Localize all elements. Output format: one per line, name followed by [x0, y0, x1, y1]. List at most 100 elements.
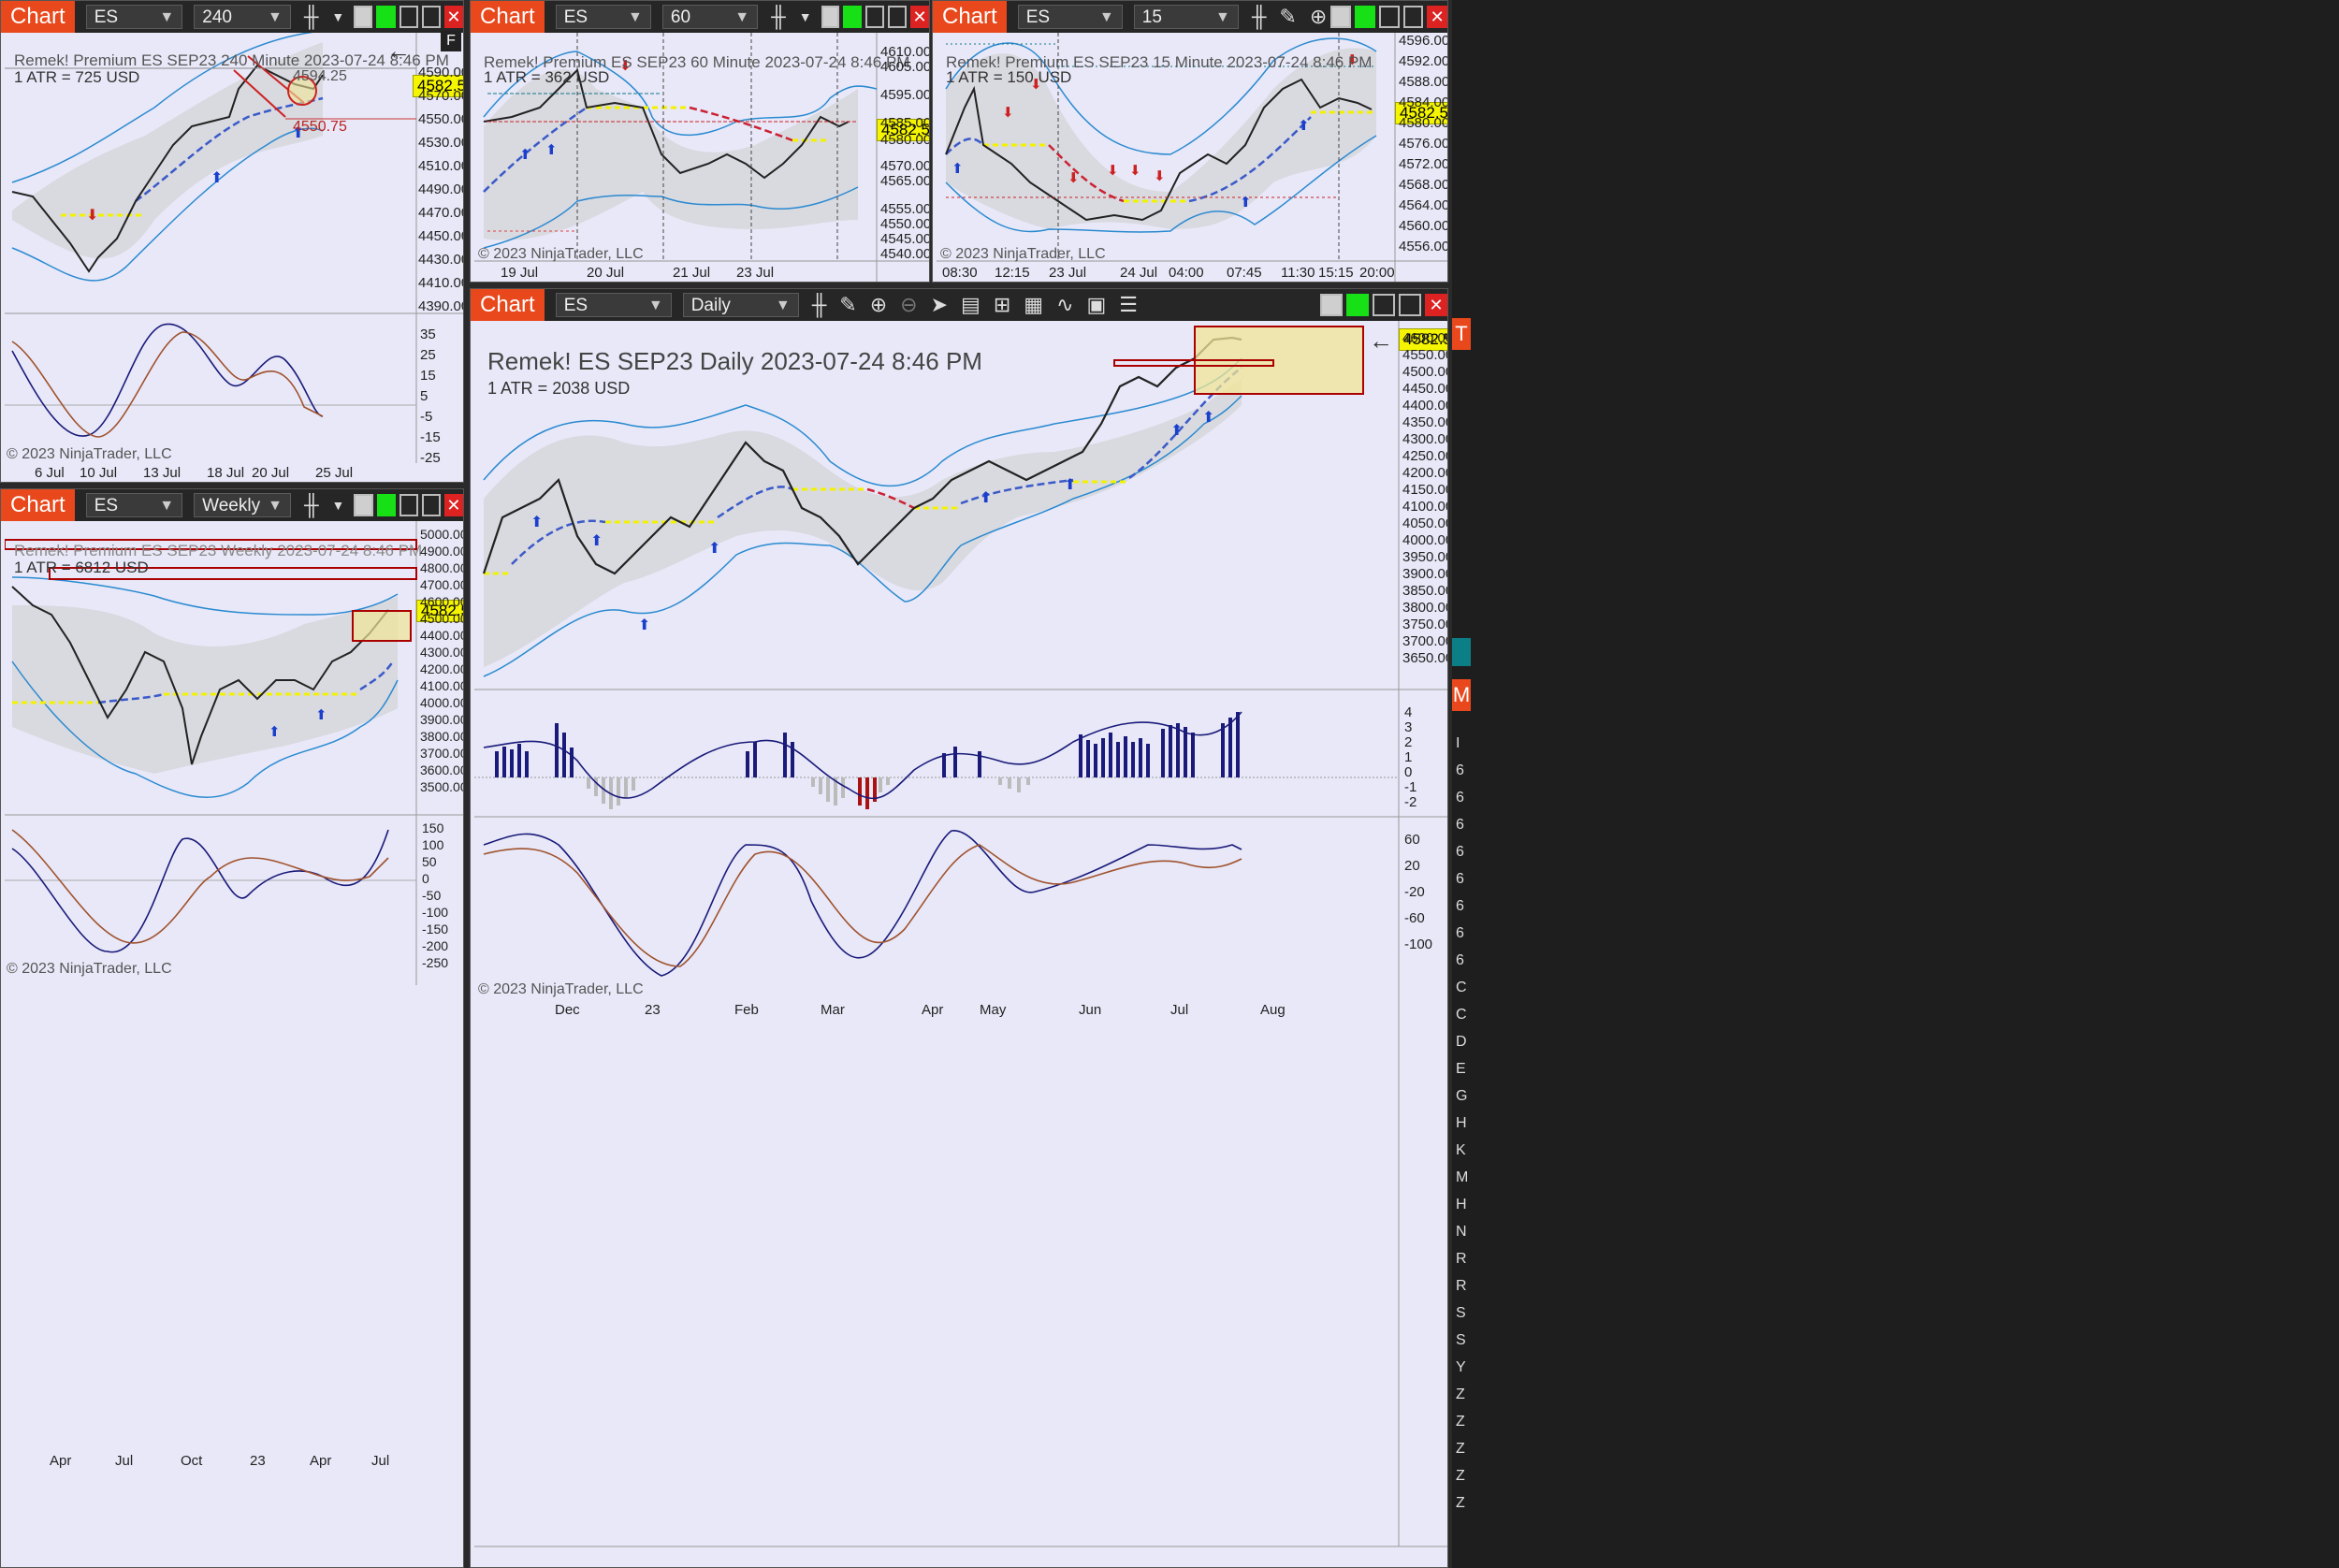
- link-color-button[interactable]: [376, 6, 396, 28]
- minimize-button[interactable]: [865, 6, 885, 28]
- minimize-button[interactable]: [399, 494, 418, 516]
- link-button[interactable]: [354, 6, 373, 28]
- period-select[interactable]: Daily ▼: [682, 293, 799, 317]
- chart-tab[interactable]: Chart: [1, 1, 75, 33]
- window-toolbar: Chart ES SEP23 ▼ 240 Minute ▼ ╫ ▼ ✕: [1, 1, 463, 51]
- link-color-button[interactable]: [843, 6, 863, 28]
- flag-button[interactable]: F: [441, 31, 461, 51]
- link-button[interactable]: [1330, 6, 1352, 28]
- y-tick: 4100.00: [1402, 499, 1448, 515]
- instrument-select[interactable]: ES SEP23 ▼: [555, 293, 672, 340]
- y-tick: 4600.00: [420, 594, 464, 609]
- edge-tab-m[interactable]: M: [1452, 679, 1471, 711]
- y-tick: 4250.00: [1402, 448, 1448, 464]
- link-button[interactable]: [354, 494, 373, 516]
- link-color-button[interactable]: [1355, 6, 1375, 28]
- chart-tab[interactable]: Chart: [1, 489, 75, 521]
- edge-row: K: [1456, 1142, 1466, 1158]
- bar-type-icon[interactable]: ╫: [1251, 5, 1267, 28]
- close-button[interactable]: ✕: [443, 6, 463, 28]
- link-button[interactable]: [821, 6, 840, 28]
- chevron-down-icon: ▼: [268, 498, 283, 514]
- oscillator-axis: 150 100 50 0 -50 -100 -150 -200 -250: [422, 820, 463, 970]
- instrument-select[interactable]: ES SEP23 ▼: [85, 5, 183, 51]
- bar-type-icon[interactable]: ╫: [811, 293, 827, 316]
- maximize-button[interactable]: [888, 6, 908, 28]
- chart-tab[interactable]: Chart: [471, 1, 545, 33]
- atr-label: 1 ATR = 2038 USD: [487, 379, 631, 398]
- zoom-in-icon[interactable]: ⊕: [869, 293, 888, 316]
- close-button[interactable]: ✕: [910, 6, 929, 28]
- edge-tab-t[interactable]: T: [1452, 318, 1471, 350]
- draw-tool-icon[interactable]: ✎: [1279, 5, 1297, 28]
- zoom-in-icon[interactable]: ⊕: [1309, 5, 1328, 28]
- y-tick: 0: [422, 871, 429, 886]
- last-price-marker: 4582.50: [413, 75, 463, 97]
- arrow-left-icon[interactable]: ←: [1369, 327, 1393, 355]
- edge-row: 6: [1456, 762, 1464, 778]
- period-select[interactable]: Weekly ▼: [194, 493, 291, 517]
- minimize-button[interactable]: [1378, 6, 1400, 28]
- price-panel[interactable]: ⬆ ⬆ ⬇ Remek! Premium ES SEP23 60 Minute …: [474, 33, 929, 282]
- bar-type-icon[interactable]: ╫: [303, 493, 319, 516]
- close-button[interactable]: ✕: [443, 494, 463, 516]
- instrument-select[interactable]: ES SEP23 ▼: [1017, 5, 1123, 51]
- x-tick: Jul: [115, 1453, 134, 1469]
- instrument-select[interactable]: ES SEP23 ▼: [85, 493, 183, 540]
- zoom-out-icon[interactable]: ⊖: [900, 293, 918, 316]
- properties-icon[interactable]: ⊞: [993, 293, 1011, 316]
- price-panel[interactable]: ⬆ ⬇ ⬇ ⬇ ⬇ ⬇ ⬇ ⬆ ⬆ ⬇ Remek! Premium ES SE…: [937, 33, 1447, 282]
- price-panel[interactable]: ⬆ ⬆ Remek! Premium ES SEP23 Weekly 2023-…: [5, 521, 463, 985]
- maximize-button[interactable]: [421, 6, 441, 28]
- close-button[interactable]: ✕: [1425, 294, 1447, 316]
- list-icon[interactable]: ☰: [1119, 293, 1139, 316]
- more-dropdown-icon[interactable]: ▼: [331, 498, 345, 513]
- svg-text:⬆: ⬆: [1298, 118, 1310, 134]
- templates-icon[interactable]: ▣: [1086, 293, 1107, 316]
- data-box-icon[interactable]: ▤: [961, 293, 981, 316]
- minimize-button[interactable]: [1373, 294, 1395, 316]
- x-tick: 12:15: [995, 265, 1030, 281]
- y-tick: 4: [1404, 704, 1413, 720]
- strategies-icon[interactable]: ▦: [1024, 293, 1044, 316]
- x-tick: 18 Jul: [207, 465, 245, 481]
- draw-tool-icon[interactable]: ✎: [839, 293, 857, 316]
- maximize-button[interactable]: [1402, 6, 1424, 28]
- period-select[interactable]: 240 Minute ▼: [194, 5, 291, 51]
- chart-tab[interactable]: Chart: [933, 1, 1007, 33]
- more-dropdown-icon[interactable]: ▼: [798, 9, 812, 24]
- y-tick: 4300.00: [420, 645, 464, 660]
- maximize-button[interactable]: [1399, 294, 1421, 316]
- instrument-label: ES SEP23: [94, 7, 150, 51]
- bar-type-icon[interactable]: ╫: [771, 5, 786, 28]
- link-color-button[interactable]: [1346, 294, 1369, 316]
- instrument-label: ES SEP23: [94, 496, 150, 540]
- pointer-icon[interactable]: ➤: [930, 293, 949, 316]
- period-select[interactable]: 60 Minute ▼: [661, 5, 759, 51]
- y-tick: 4430.00: [418, 252, 464, 268]
- bar-type-icon[interactable]: ╫: [303, 5, 319, 28]
- y-tick: 4560.00: [1399, 218, 1448, 234]
- y-tick: 4570.00: [880, 158, 930, 174]
- link-color-button[interactable]: [376, 494, 396, 516]
- y-tick: -15: [420, 429, 441, 445]
- more-dropdown-icon[interactable]: ▼: [331, 9, 345, 24]
- indicators-icon[interactable]: ∿: [1056, 293, 1074, 316]
- maximize-button[interactable]: [421, 494, 441, 516]
- price-panel[interactable]: ⬆ ⬇ ⬆ Remek! Premium ES SEP23 240 Minute…: [5, 31, 464, 482]
- chart-header: Remek! Premium ES SEP23 15 Minute 2023-0…: [946, 53, 1373, 71]
- price-panel[interactable]: ⬆ ⬆ ⬆ ⬆ ⬆ ⬆ ⬆ ⬆: [474, 321, 1447, 1565]
- instrument-select[interactable]: ES SEP23 ▼: [555, 5, 651, 51]
- chart-canvas-240: ⬆ ⬇ ⬆: [5, 33, 463, 463]
- y-tick: 3800.00: [1402, 600, 1448, 616]
- chart-tab[interactable]: Chart: [471, 289, 545, 321]
- edge-row: E: [1456, 1061, 1466, 1077]
- minimize-button[interactable]: [399, 6, 418, 28]
- link-button[interactable]: [1320, 294, 1343, 316]
- close-button[interactable]: ✕: [1427, 6, 1447, 28]
- svg-text:⬆: ⬆: [269, 724, 281, 740]
- arrow-left-icon[interactable]: ←: [386, 36, 411, 65]
- edge-row: C: [1456, 980, 1467, 995]
- period-select[interactable]: 15 Minute ▼: [1133, 5, 1239, 51]
- y-tick: 15: [420, 368, 436, 384]
